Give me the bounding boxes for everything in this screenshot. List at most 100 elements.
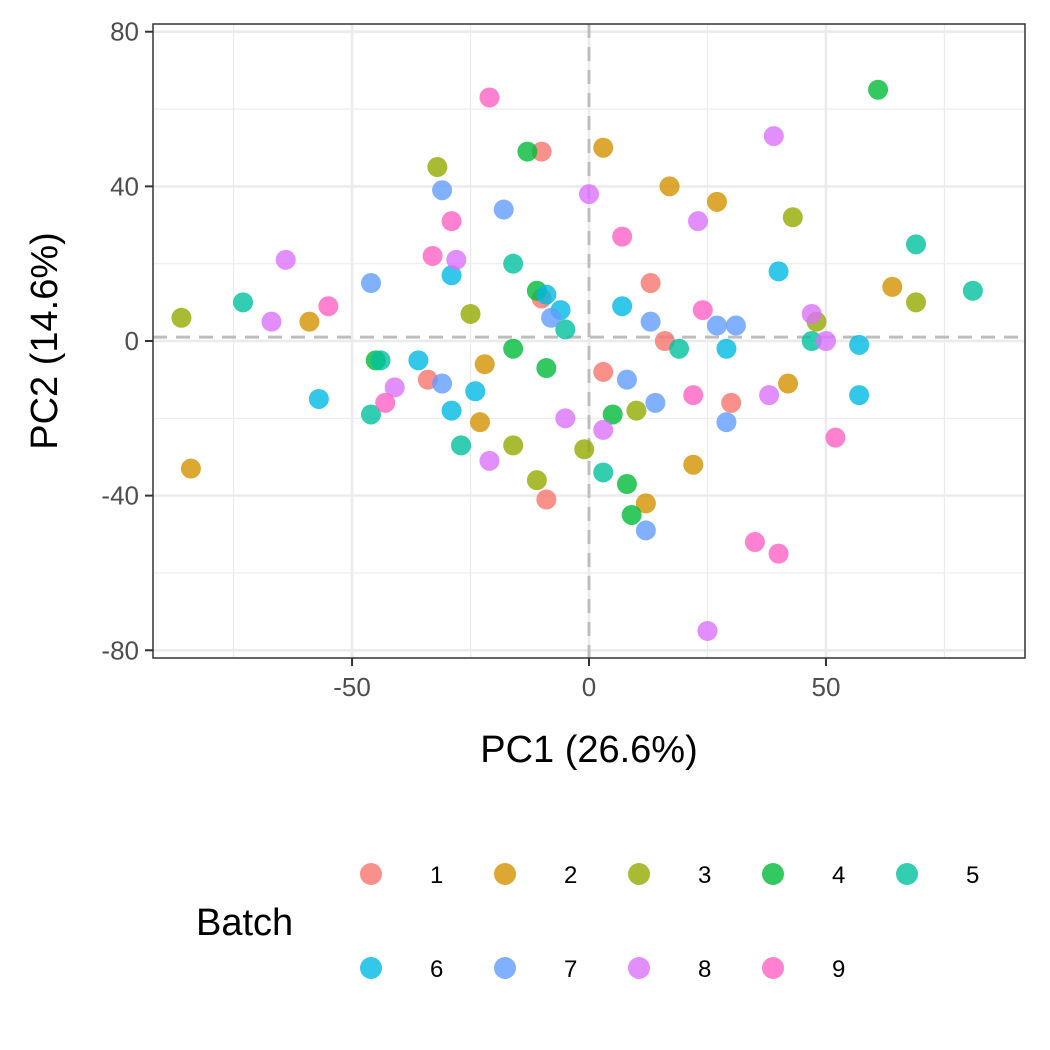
- legend: Batch 1 2 3 4 5 6 7 8 9: [196, 862, 979, 983]
- data-point-batch-2: [474, 354, 495, 375]
- data-point-batch-1: [640, 273, 661, 294]
- data-point-batch-2: [593, 137, 614, 158]
- data-point-batch-3: [460, 303, 481, 324]
- data-point-batch-5: [555, 319, 576, 340]
- legend-item-batch-2: 2: [494, 862, 577, 889]
- data-point-batch-4: [602, 404, 623, 425]
- axes: -50 0 50 80 40 0 -40 -80: [101, 17, 840, 702]
- data-point-batch-6: [612, 296, 633, 317]
- data-point-batch-8: [763, 126, 784, 147]
- data-point-batch-2: [706, 191, 727, 212]
- data-point-batch-7: [616, 369, 637, 390]
- data-point-batch-6: [408, 350, 429, 371]
- data-point-batch-9: [825, 427, 846, 448]
- data-point-batch-9: [612, 226, 633, 247]
- data-point-batch-9: [692, 300, 713, 321]
- data-point-batch-3: [906, 292, 926, 313]
- data-point-batch-2: [683, 454, 704, 475]
- data-point-batch-7: [635, 520, 656, 541]
- legend-key-batch-1: [360, 863, 382, 885]
- legend-item-batch-6: 6: [360, 956, 443, 983]
- data-point-batch-7: [640, 311, 661, 332]
- legend-key-batch-4: [762, 863, 784, 885]
- data-point-batch-8: [593, 419, 614, 440]
- data-point-batch-8: [815, 331, 836, 351]
- legend-item-batch-8: 8: [628, 956, 711, 983]
- y-tick-label: -80: [101, 635, 139, 665]
- data-point-batch-8: [479, 450, 500, 471]
- y-axis-title: PC2 (14.6%): [24, 232, 66, 450]
- data-point-batch-5: [962, 280, 983, 301]
- legend-key-batch-3: [628, 863, 650, 885]
- legend-label-batch-7: 7: [564, 956, 577, 983]
- data-point-batch-6: [441, 265, 462, 286]
- data-point-batch-5: [906, 234, 926, 255]
- data-point-batch-4: [621, 504, 642, 525]
- legend-item-batch-9: 9: [762, 956, 845, 983]
- data-point-batch-9: [479, 87, 500, 108]
- data-point-batch-6: [308, 388, 329, 409]
- data-point-batch-5: [593, 462, 614, 483]
- data-point-batch-5: [669, 338, 690, 359]
- data-point-batch-3: [626, 400, 647, 421]
- legend-key-batch-6: [360, 957, 382, 979]
- data-point-batch-1: [593, 361, 614, 382]
- data-point-batch-7: [432, 373, 453, 394]
- data-point-batch-5: [233, 292, 254, 313]
- legend-label-batch-9: 9: [832, 956, 845, 983]
- data-point-batch-7: [541, 307, 562, 328]
- data-point-batch-8: [384, 377, 405, 398]
- data-point-batch-8: [688, 211, 708, 232]
- y-tick-label: 0: [125, 326, 139, 356]
- data-point-batch-8: [275, 249, 296, 270]
- data-point-batch-8: [579, 184, 599, 205]
- legend-item-batch-1: 1: [360, 862, 443, 889]
- data-point-batch-4: [868, 79, 889, 100]
- legend-key-batch-5: [896, 863, 918, 885]
- data-point-batch-9: [683, 385, 704, 406]
- data-point-batch-1: [721, 392, 742, 413]
- data-point-batch-8: [446, 249, 467, 270]
- data-point-batch-6: [536, 284, 557, 305]
- data-point-batch-2: [299, 311, 320, 332]
- data-point-batch-6: [716, 338, 737, 359]
- data-point-batch-2: [180, 458, 201, 479]
- data-point-batch-7: [432, 180, 453, 201]
- data-point-batch-4: [503, 338, 524, 359]
- data-point-batch-9: [441, 211, 462, 232]
- data-point-batch-4: [536, 358, 557, 379]
- data-point-batch-9: [422, 245, 443, 266]
- y-tick-label: 40: [110, 171, 139, 201]
- data-point-batch-3: [782, 207, 803, 228]
- data-point-batch-5: [503, 253, 524, 274]
- data-point-batch-3: [526, 470, 547, 491]
- x-axis-title: PC1 (26.6%): [480, 729, 698, 771]
- data-point-batch-1: [531, 141, 552, 162]
- legend-label-batch-3: 3: [698, 862, 711, 889]
- data-point-batch-6: [465, 381, 486, 402]
- reference-lines: [153, 24, 1025, 658]
- y-tick-label: 80: [110, 17, 139, 47]
- data-point-batch-7: [645, 392, 666, 413]
- data-point-batch-8: [759, 385, 780, 406]
- legend-label-batch-6: 6: [430, 956, 443, 983]
- data-point-batch-7: [716, 412, 737, 433]
- data-point-batch-9: [744, 532, 765, 553]
- legend-label-batch-4: 4: [832, 862, 845, 889]
- legend-item-batch-5: 5: [896, 862, 979, 889]
- legend-item-batch-4: 4: [762, 862, 845, 889]
- legend-item-batch-7: 7: [494, 956, 577, 983]
- data-point-batch-2: [778, 373, 799, 394]
- legend-label-batch-5: 5: [966, 862, 979, 889]
- legend-key-batch-7: [494, 957, 516, 979]
- legend-title: Batch: [196, 902, 293, 944]
- data-point-batch-7: [361, 273, 381, 294]
- legend-label-batch-8: 8: [698, 956, 711, 983]
- data-point-batch-4: [616, 474, 637, 495]
- data-point-batch-2: [470, 412, 490, 433]
- data-point-batch-5: [451, 435, 472, 456]
- data-point-batch-3: [503, 435, 524, 456]
- data-point-batch-9: [768, 543, 789, 564]
- x-tick-label: 0: [582, 672, 596, 702]
